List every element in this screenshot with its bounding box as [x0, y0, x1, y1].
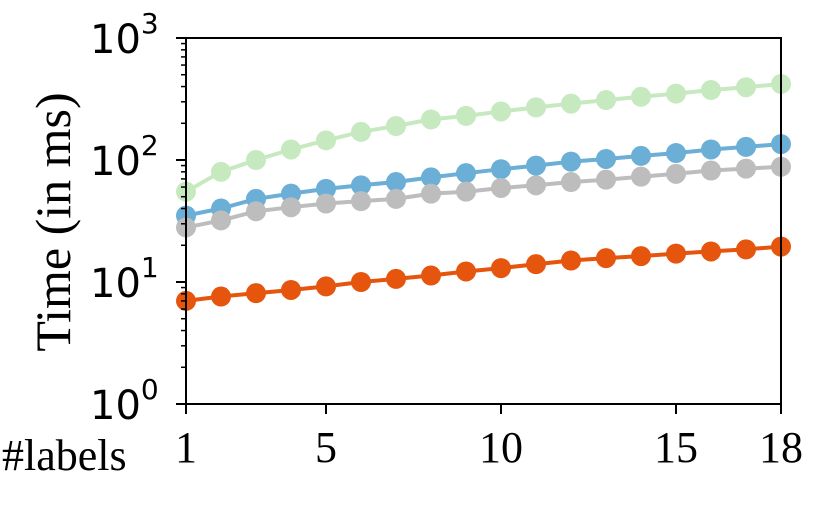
series-3: [176, 156, 791, 238]
series-2-point: [596, 148, 616, 169]
series-2-point: [736, 136, 756, 157]
series-2: [176, 134, 791, 226]
series-3-point: [631, 166, 651, 187]
series-1-point: [491, 101, 511, 122]
x-tick-label: 10: [479, 423, 523, 472]
series-1-point: [421, 109, 441, 130]
series-3-point: [351, 191, 371, 212]
series-4-point: [736, 239, 756, 260]
series-1-point: [211, 161, 231, 182]
series-3-point: [386, 188, 406, 209]
series-2-point: [491, 159, 511, 180]
series-1-point: [631, 86, 651, 107]
y-tick-label: 102: [90, 129, 159, 185]
series-3-point: [701, 160, 721, 181]
series-1-point: [281, 139, 301, 160]
series-2-point: [456, 163, 476, 184]
series-3-point: [456, 181, 476, 202]
plot-frame: [185, 37, 782, 405]
y-tick-label: 100: [90, 373, 159, 429]
series-3-point: [526, 175, 546, 196]
series-4-point: [351, 272, 371, 292]
series-1-point: [246, 150, 266, 170]
series-2-point: [386, 172, 406, 193]
x-tick-label: 18: [759, 423, 803, 472]
series-2-point: [666, 143, 686, 164]
x-tick-label: 1: [175, 423, 197, 472]
series-2-point: [316, 178, 336, 199]
y-axis-label: Time (in ms): [25, 92, 81, 351]
plot-series: [176, 73, 791, 311]
series-1-point: [456, 105, 476, 126]
series-1-line: [185, 82, 782, 194]
series-4-point: [281, 279, 301, 300]
series-2-point: [421, 167, 441, 188]
series-4-point: [421, 265, 441, 286]
series-3-point: [561, 172, 581, 193]
series-4-point: [701, 241, 721, 262]
series-2-point: [561, 151, 581, 172]
series-3-point: [491, 177, 511, 198]
series-1-point: [526, 97, 546, 118]
series-2-point: [351, 175, 371, 196]
x-ticks: 1 5 10 15 18: [175, 404, 803, 472]
series-1-point: [666, 83, 686, 104]
series-4-point: [631, 246, 651, 267]
series-3-point: [736, 158, 756, 179]
series-3-point: [666, 163, 686, 184]
series-3-point: [316, 193, 336, 214]
series-1-point: [701, 79, 721, 100]
series-3-point: [281, 197, 301, 218]
series-1-point: [736, 77, 756, 98]
series-4-point: [666, 243, 686, 264]
series-4-point: [491, 258, 511, 279]
series-4-point: [316, 276, 336, 297]
series-4-point: [211, 286, 231, 307]
series-1-point: [596, 90, 616, 111]
series-4-point: [456, 261, 476, 282]
series-3-point: [421, 183, 441, 204]
y-tick-label: 103: [90, 7, 159, 63]
series-4-point: [596, 248, 616, 269]
series-3-point: [246, 201, 266, 222]
y-tick-label: 101: [90, 251, 159, 307]
x-axis-label: #labels: [2, 431, 127, 480]
series-4-point: [246, 283, 266, 304]
series-1-point: [386, 115, 406, 136]
axes: [185, 37, 782, 405]
series-3-point: [596, 169, 616, 190]
series-4-point: [526, 254, 546, 275]
x-tick-label: 5: [315, 423, 337, 472]
series-1-point: [561, 93, 581, 114]
series-2-point: [631, 145, 651, 166]
series-4-point: [386, 268, 406, 289]
series-1-point: [316, 130, 336, 151]
series-4-line: [185, 244, 782, 303]
y-ticks: 100 101 102 103: [90, 7, 186, 429]
series-1: [176, 73, 791, 202]
series-1-point: [351, 121, 371, 142]
series-4-point: [561, 250, 581, 271]
x-tick-label: 15: [654, 423, 698, 472]
series-2-point: [526, 155, 546, 176]
series-2-point: [701, 139, 721, 160]
series-3-point: [211, 210, 231, 231]
series-4: [176, 236, 791, 311]
